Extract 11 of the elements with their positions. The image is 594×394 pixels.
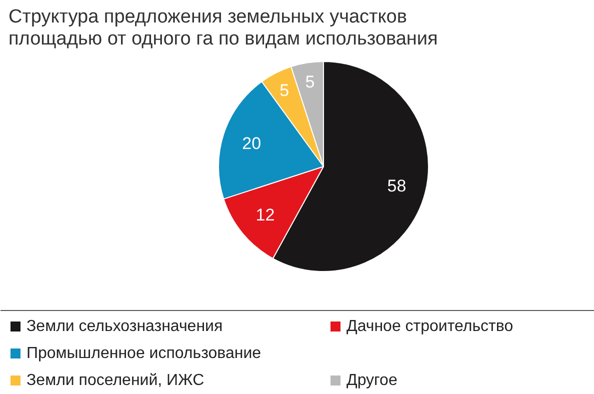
legend-label: Промышленное использование (26, 345, 262, 362)
data-label: 5 (280, 80, 290, 100)
legend-label: Земли поселений, ИЖС (26, 372, 204, 389)
legend-label: Земли сельхозназначения (26, 318, 223, 335)
chart-title: Структура предложения земельных участков площадью от одного га по видам использования (8, 6, 438, 50)
legend-label: Дачное строительство (346, 318, 514, 335)
data-label: 20 (242, 134, 262, 154)
data-label: 58 (387, 176, 406, 196)
legend-label: Другое (346, 372, 398, 389)
data-label: 12 (256, 206, 275, 225)
data-label: 5 (305, 72, 315, 92)
